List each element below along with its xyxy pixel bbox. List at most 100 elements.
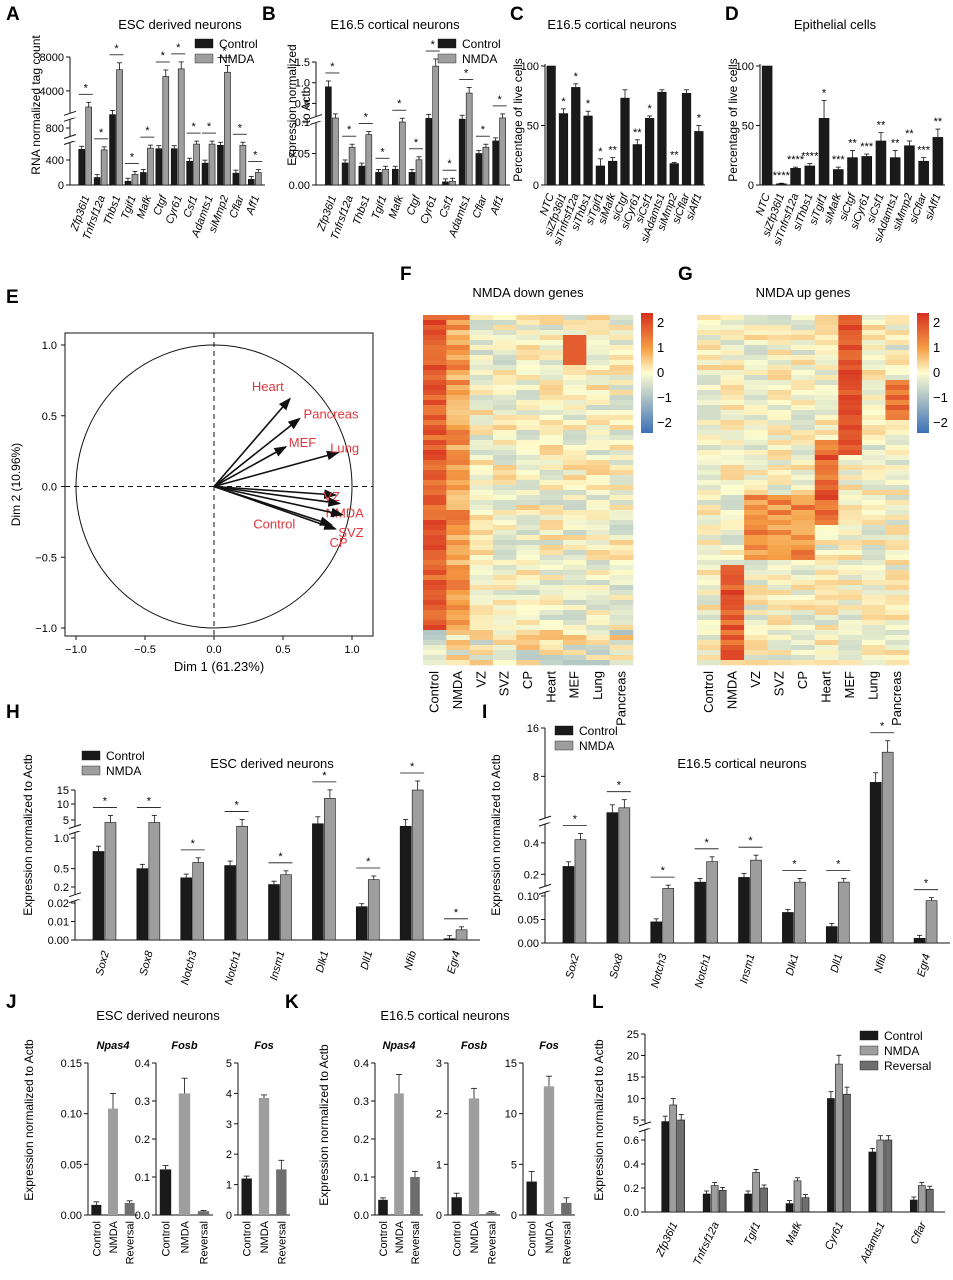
bar-b-thbs1-control	[358, 165, 366, 186]
heat-cell	[423, 380, 447, 386]
heat-cell	[697, 510, 721, 516]
heat-cell	[563, 600, 587, 606]
heat-cell	[563, 530, 587, 536]
heat-cell	[446, 645, 470, 651]
heat-cell	[446, 420, 470, 426]
heat-cell	[720, 530, 745, 536]
x-label-k1-reversal: Reversal	[486, 1221, 498, 1264]
heat-cell	[586, 610, 610, 616]
heat-cell	[814, 460, 839, 466]
heat-cell	[814, 555, 839, 561]
heat-cell	[609, 570, 634, 576]
heat-cell	[563, 485, 587, 491]
y-tick-label-h-2: 0.02	[48, 898, 69, 910]
heat-cell	[838, 400, 863, 406]
heat-cell	[493, 550, 517, 556]
heat-cell	[446, 395, 470, 401]
heat-cell	[767, 620, 792, 626]
heat-cell	[814, 525, 839, 531]
heat-cell	[767, 490, 792, 496]
bar-h-dlk1-control	[312, 823, 324, 941]
heat-cell	[885, 385, 910, 391]
axis-break-h-1-gap	[69, 826, 81, 833]
heat-cell	[493, 480, 517, 486]
heat-cell	[720, 495, 745, 501]
heat-cell	[539, 470, 564, 476]
bar-b-mafk-nmda	[398, 121, 406, 186]
heat-cell	[720, 540, 745, 546]
x-label-j2-reversal: Reversal	[276, 1221, 288, 1264]
heat-cell	[767, 360, 792, 366]
heat-cell	[838, 490, 863, 496]
heat-cell	[423, 545, 447, 551]
heat-cell	[814, 580, 839, 586]
heat-cell	[885, 535, 910, 541]
bar-c-ntc	[546, 65, 556, 186]
y-tick-label-c-1: 50	[527, 121, 539, 133]
heat-cell	[609, 650, 634, 656]
bar-i-sox2-control	[562, 866, 575, 944]
heat-cell	[861, 435, 886, 441]
y-tick-label-l-6: 15	[627, 1072, 639, 1084]
heat-cell	[609, 380, 634, 386]
heat-cell	[493, 610, 517, 616]
heat-cell	[697, 385, 721, 391]
heat-cell	[838, 550, 863, 556]
heat-cell	[767, 495, 792, 501]
heat-cell	[861, 485, 886, 491]
heat-cell	[446, 580, 470, 586]
loading-label-svz: SVZ	[338, 525, 363, 540]
heat-cell	[885, 405, 910, 411]
heat-cell	[767, 465, 792, 471]
y-tick-label-l-2: 0.4	[624, 1159, 639, 1171]
heat-cell	[720, 520, 745, 526]
heat-cell	[791, 390, 816, 396]
heat-cell	[814, 420, 839, 426]
heat-cell	[885, 415, 910, 421]
heat-cell	[563, 480, 587, 486]
heat-cell	[791, 495, 816, 501]
heat-cell	[493, 630, 517, 636]
heat-cell	[446, 615, 470, 621]
bar-a-csf1-nmda	[193, 143, 200, 186]
heat-cell	[469, 470, 494, 476]
x-label-i-nfib: Nfib	[872, 953, 889, 975]
heat-cell	[423, 420, 447, 426]
heat-cell	[516, 370, 540, 376]
heat-cell	[563, 435, 587, 441]
heat-cell	[814, 470, 839, 476]
heat-cell	[885, 335, 910, 341]
bar-j0-control	[91, 1204, 102, 1215]
heat-cell	[861, 450, 886, 456]
heat-cell	[516, 505, 540, 511]
heat-cell	[446, 620, 470, 626]
heat-cell	[446, 475, 470, 481]
heat-cell	[563, 520, 587, 526]
bar-h-sox8-nmda	[148, 822, 161, 941]
heat-cell	[563, 395, 587, 401]
bar-j1-nmda	[178, 1093, 191, 1215]
heat-cell	[791, 515, 816, 521]
chart-title-d: Epithelial cells	[794, 17, 877, 32]
heat-cell	[791, 660, 816, 666]
heat-cell	[423, 600, 447, 606]
heat-cell	[516, 515, 540, 521]
loading-arrow-nmda	[213, 485, 342, 507]
heat-cell	[493, 400, 517, 406]
sig-label-d-9: **	[891, 137, 900, 149]
bar-c-sictgf	[620, 97, 630, 186]
heat-cell	[791, 485, 816, 491]
y-tick-label-h-1: 0.01	[48, 917, 69, 929]
bar-h-notch3-control	[180, 877, 193, 941]
heat-cell	[814, 350, 839, 356]
bar-d-sicflar	[918, 160, 929, 186]
heat-cell	[720, 580, 745, 586]
heat-cell	[697, 545, 721, 551]
heat-cell	[720, 490, 745, 496]
y-tick-label-k0-3: 0.3	[354, 1096, 369, 1108]
loading-arrow-svz	[213, 485, 344, 518]
heat-cell	[744, 640, 768, 646]
legend-swatch-a-1	[194, 53, 214, 64]
heat-cell	[516, 335, 540, 341]
heat-cell	[563, 360, 587, 366]
